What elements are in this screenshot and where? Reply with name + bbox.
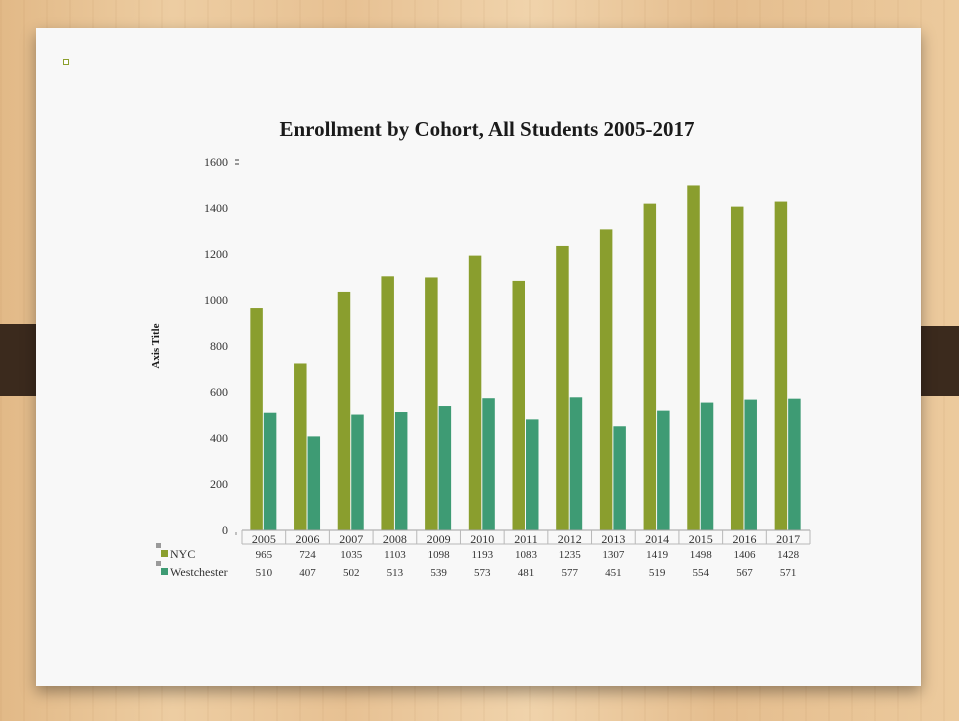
table-cell-nyc: 1406 [733, 549, 756, 561]
x-tick-label: 2015 [689, 532, 713, 546]
table-cell-nyc: 1428 [777, 549, 800, 561]
bar-westchester-2007[interactable] [351, 414, 364, 530]
axis-handle-icon-2 [235, 163, 239, 165]
x-tick-label: 2013 [601, 532, 625, 546]
y-tick-label: 1200 [204, 247, 228, 261]
bar-nyc-2011[interactable] [512, 280, 526, 530]
x-tick-label: 2009 [427, 532, 451, 546]
table-cell-nyc: 1103 [384, 549, 406, 561]
x-tick-label: 2010 [470, 532, 494, 546]
x-tick-label: 2007 [339, 532, 363, 546]
legend-key-westchester [161, 568, 168, 575]
table-cell-nyc: 965 [256, 549, 273, 561]
bar-nyc-2014[interactable] [643, 203, 657, 530]
x-tick-label: 2016 [732, 532, 756, 546]
bar-westchester-2008[interactable] [394, 412, 408, 530]
bar-westchester-2017[interactable] [788, 398, 801, 530]
y-tick-label: 800 [210, 339, 228, 353]
legend-handle-icon [156, 561, 161, 566]
bar-nyc-2017[interactable] [774, 201, 788, 530]
bar-nyc-2006[interactable] [294, 363, 307, 530]
x-tick-label: 2008 [383, 532, 407, 546]
bar-westchester-2015[interactable] [700, 402, 714, 530]
table-cell-westchester: 539 [430, 567, 447, 579]
bar-westchester-2014[interactable] [657, 410, 670, 530]
table-cell-westchester: 567 [736, 567, 753, 579]
bar-westchester-2016[interactable] [744, 399, 757, 530]
table-cell-westchester: 573 [474, 567, 491, 579]
y-axis-ticks: 0 200 400 600 800 1000 1200 1400 1600 [204, 155, 228, 537]
bar-nyc-2015[interactable] [687, 185, 700, 530]
bar-nyc-2016[interactable] [730, 206, 744, 530]
legend-label-westchester: Westchester [170, 565, 228, 579]
table-cell-nyc: 1193 [472, 549, 494, 561]
table-cell-westchester: 513 [387, 567, 404, 579]
table-cell-westchester: 519 [649, 567, 666, 579]
table-cell-nyc: 1083 [515, 549, 538, 561]
bar-nyc-2009[interactable] [425, 277, 438, 530]
bars-group [250, 185, 801, 531]
legend-label-nyc: NYC [170, 547, 195, 561]
table-cell-nyc: 1035 [340, 549, 363, 561]
table-cell-westchester: 510 [256, 567, 273, 579]
bar-nyc-2005[interactable] [250, 308, 263, 530]
table-cell-westchester: 554 [693, 567, 710, 579]
table-cell-westchester: 451 [605, 567, 622, 579]
data-table: 2005 2006 2007 2008 2009 2010 2011 2012 2013 2014… [156, 530, 811, 579]
chart-title: Enrollment by Cohort, All Students 2005-… [280, 117, 695, 141]
x-tick-label: 2005 [252, 532, 276, 546]
table-cell-nyc: 1307 [602, 549, 625, 561]
bar-nyc-2010[interactable] [468, 255, 482, 531]
y-tick-label: 1000 [204, 293, 228, 307]
table-cell-westchester: 481 [518, 567, 535, 579]
x-tick-label: 2012 [558, 532, 582, 546]
bar-westchester-2005[interactable] [263, 412, 277, 530]
bar-westchester-2012[interactable] [569, 397, 583, 530]
x-tick-label: 2017 [776, 532, 800, 546]
legend-key-nyc [161, 550, 168, 557]
y-tick-label: 0 [222, 523, 228, 537]
bar-westchester-2010[interactable] [482, 398, 495, 530]
bar-nyc-2007[interactable] [337, 291, 351, 530]
table-cell-nyc: 724 [299, 549, 316, 561]
x-tick-label: 2011 [514, 532, 538, 546]
bar-nyc-2013[interactable] [599, 229, 613, 530]
bar-nyc-2012[interactable] [556, 245, 569, 530]
y-tick-label: 200 [210, 477, 228, 491]
bar-westchester-2013[interactable] [613, 426, 626, 530]
table-cell-westchester: 502 [343, 567, 360, 579]
y-tick-label: 600 [210, 385, 228, 399]
bar-nyc-2008[interactable] [381, 276, 394, 530]
table-cell-westchester: 571 [780, 567, 797, 579]
x-tick-label: 2006 [296, 532, 320, 546]
legend-handle-icon [156, 543, 161, 548]
bar-westchester-2006[interactable] [307, 436, 321, 530]
table-cell-nyc: 1098 [428, 549, 451, 561]
y-tick-label: 400 [210, 431, 228, 445]
table-cell-westchester: 407 [299, 567, 316, 579]
axis-handle-icon [235, 159, 239, 161]
table-cell-westchester: 577 [561, 567, 578, 579]
bar-westchester-2011[interactable] [526, 419, 539, 530]
bar-westchester-2009[interactable] [438, 406, 452, 530]
y-tick-label: 1400 [204, 201, 228, 215]
y-tick-label: 1600 [204, 155, 228, 169]
y-axis-title: Axis Title [150, 323, 162, 368]
x-tick-label: 2014 [645, 532, 669, 546]
selection-handle-icon[interactable] [63, 59, 69, 65]
table-cell-nyc: 1235 [559, 549, 582, 561]
table-cell-nyc: 1419 [646, 549, 669, 561]
table-cell-nyc: 1498 [690, 549, 713, 561]
